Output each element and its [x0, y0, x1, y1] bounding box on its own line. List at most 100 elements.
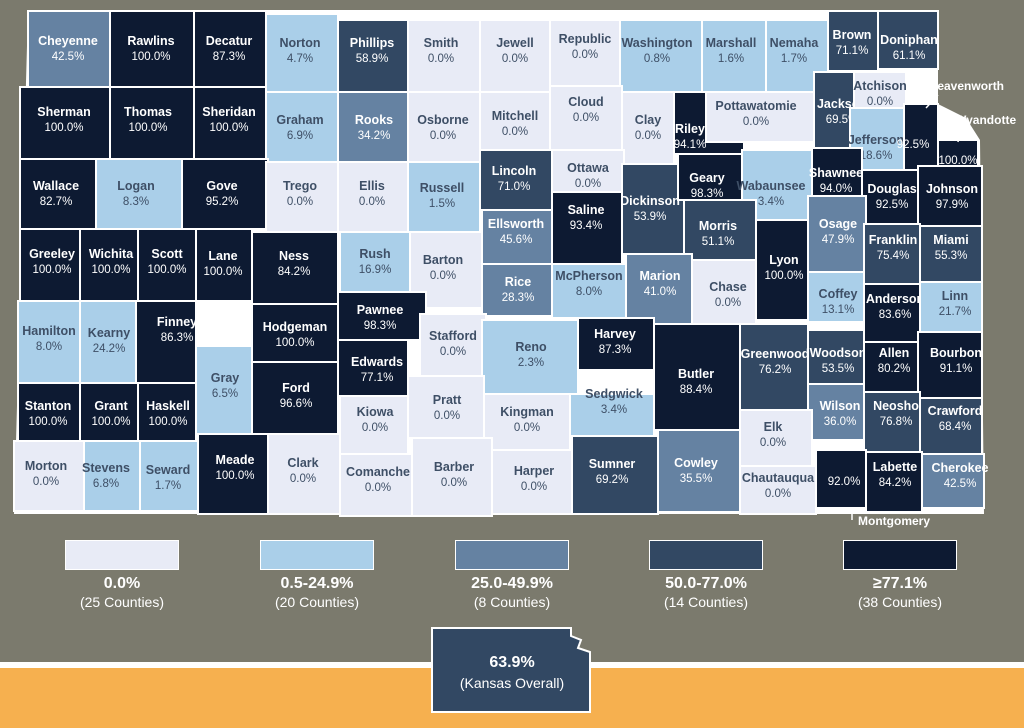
county-name: Kiowa — [357, 405, 395, 419]
county-cowley: Cowley 35.5% — [657, 429, 741, 513]
county-name: Lyon — [769, 253, 798, 267]
county-value: 47.9% — [822, 234, 855, 246]
county-value: 0.0% — [428, 53, 454, 65]
legend-item-1: 0.5-24.9% (20 Counties) — [260, 540, 374, 610]
county-lyon: Lyon 100.0% — [755, 219, 813, 321]
county-name: Douglas — [867, 182, 916, 196]
county-reno: Reno 2.3% — [481, 319, 579, 395]
county-stafford: Stafford 0.0% — [419, 313, 487, 377]
county-value: 71.1% — [836, 45, 869, 57]
county-name: Nemaha — [770, 36, 820, 50]
county-name: Phillips — [350, 36, 395, 50]
legend-count: (8 Counties) — [473, 594, 551, 610]
county-name: Gove — [206, 179, 237, 193]
county-shape — [197, 433, 269, 515]
legend-range: 25.0-49.9% — [471, 575, 553, 592]
county-name: Finney — [157, 315, 197, 329]
county-value: 0.0% — [502, 126, 528, 138]
county-lincoln: Lincoln 71.0% — [479, 149, 553, 211]
county-geary: Geary 98.3% — [677, 153, 743, 201]
legend-range: ≥77.1% — [872, 575, 928, 592]
county-shape — [195, 228, 253, 302]
county-greeley: Greeley 100.0% — [19, 228, 81, 302]
county-value: 4.7% — [287, 53, 313, 65]
county-finney: Finney 86.3% — [135, 300, 197, 394]
county-morris: Morris 51.1% — [683, 199, 757, 261]
county-value: 92.5% — [876, 199, 909, 211]
county-shape — [919, 225, 983, 283]
county-montgomery: 92.0% — [815, 449, 867, 509]
county-pratt: Pratt 0.0% — [407, 375, 485, 439]
county-value: 100.0% — [275, 337, 314, 349]
county-name: Sheridan — [202, 105, 256, 119]
county-name: Wabaunsee — [736, 179, 805, 193]
county-name: Smith — [424, 36, 459, 50]
county-shape — [337, 291, 427, 341]
county-allen: Allen 80.2% — [863, 341, 919, 393]
county-name: Harper — [514, 464, 554, 478]
county-name: Jewell — [496, 36, 534, 50]
legend-swatch-4 — [843, 540, 957, 570]
county-name: Ness — [279, 249, 309, 263]
county-name: Washington — [621, 36, 692, 50]
county-shape — [937, 139, 979, 167]
county-ellis: Ellis 0.0% — [337, 161, 411, 233]
kansas-overall-label: (Kansas Overall) — [460, 675, 564, 691]
county-johnson: Johnson 97.9% — [917, 165, 983, 227]
county-butler: Butler 88.4% — [653, 323, 741, 431]
county-shape — [653, 323, 741, 431]
county-value: 100.0% — [148, 416, 187, 428]
county-shape — [139, 440, 199, 512]
county-value: 0.0% — [715, 297, 741, 309]
county-shape — [407, 91, 481, 163]
county-value: 6.9% — [287, 130, 313, 142]
county-value: 55.3% — [935, 250, 968, 262]
county-name: Marshall — [706, 36, 757, 50]
county-name: Osage — [819, 217, 857, 231]
county-cherokee: Cherokee 42.5% — [921, 453, 989, 509]
county-value: 68.4% — [939, 421, 972, 433]
county-mitchell: Mitchell 0.0% — [479, 91, 551, 151]
county-shape — [755, 219, 813, 321]
county-shape — [815, 449, 867, 509]
county-shape — [917, 331, 983, 399]
county-shape — [481, 209, 553, 265]
county-value: 95.2% — [206, 196, 239, 208]
county-shape — [251, 231, 339, 305]
county-name: Edwards — [351, 355, 403, 369]
county-name: Rooks — [355, 113, 393, 127]
county-sherman: Sherman 100.0% — [19, 86, 111, 160]
county-value: 100.0% — [28, 416, 67, 428]
county-name: Crawford — [928, 404, 983, 418]
legend-item-2: 25.0-49.9% (8 Counties) — [455, 540, 569, 610]
county-shawnee: Shawnee 94.0% — [809, 147, 863, 199]
county-shape — [407, 161, 481, 233]
callout-line-leavenworth — [925, 94, 939, 109]
county-ness: Ness 84.2% — [251, 231, 339, 305]
county-shape — [339, 231, 411, 293]
county-name: Brown — [833, 28, 872, 42]
county-name: Kearny — [88, 326, 130, 340]
county-name: Miami — [933, 233, 968, 247]
county-name: Wallace — [33, 179, 79, 193]
county-name: Woodson — [810, 346, 867, 360]
county-clark: Clark 0.0% — [267, 433, 341, 515]
county-name: Elk — [764, 420, 783, 434]
county-value: 0.0% — [743, 116, 769, 128]
county-edwards: Edwards 77.1% — [337, 339, 409, 397]
county-value: 0.0% — [359, 196, 385, 208]
county-value: 42.5% — [52, 51, 85, 63]
county-name: Clay — [635, 113, 661, 127]
county-shape — [181, 158, 269, 230]
county-name: Neosho — [873, 399, 919, 413]
county-brown: Brown 71.1% — [827, 10, 879, 72]
county-shape — [863, 341, 919, 393]
county-value: 53.5% — [822, 363, 855, 375]
county-value: 0.0% — [430, 270, 456, 282]
county-name: Gray — [211, 371, 240, 385]
county-value: 0.0% — [573, 112, 599, 124]
county-osage: Osage 47.9% — [807, 195, 867, 273]
county-name: Republic — [559, 32, 612, 46]
county-value: 100.0% — [203, 266, 242, 278]
